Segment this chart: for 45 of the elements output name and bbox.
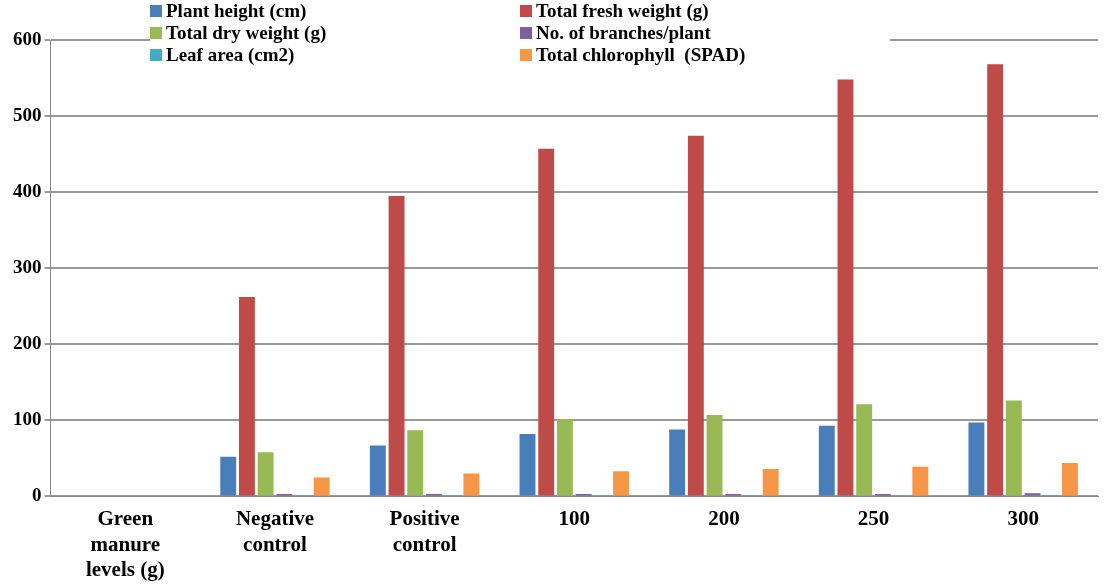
x-tick-label: 300 [1007, 506, 1039, 531]
y-tick-label: 600 [13, 27, 42, 49]
bar [519, 434, 536, 496]
legend-label: Leaf area (cm2) [166, 44, 295, 66]
bar [388, 195, 405, 496]
legend-label: Total dry weight (g) [166, 22, 327, 44]
bar [556, 419, 573, 496]
bar [912, 466, 929, 496]
bar [220, 456, 237, 496]
bar [313, 477, 330, 496]
bar [538, 148, 555, 496]
y-tick-label: 100 [13, 408, 42, 430]
y-tick-label: 0 [32, 484, 42, 506]
y-tick-label: 200 [13, 332, 42, 354]
legend-label: Total chlorophyll (SPAD) [536, 44, 746, 66]
x-tick-label: 200 [708, 506, 740, 531]
bar [1024, 493, 1041, 496]
bar [613, 471, 629, 496]
x-tick-label: Negative control [235, 506, 315, 556]
bar [369, 445, 386, 496]
bar [837, 79, 854, 496]
bar [238, 297, 255, 496]
bar [762, 469, 779, 496]
bar [463, 473, 480, 496]
legend-label: Plant height (cm) [166, 0, 307, 22]
bar [257, 452, 274, 496]
bar [1005, 400, 1022, 496]
bar [407, 430, 424, 496]
bar [987, 64, 1004, 496]
bar [687, 135, 704, 496]
x-tick-label: Positive control [389, 506, 460, 556]
y-tick-label: 500 [13, 103, 42, 125]
legend-label: Total fresh weight (g) [536, 0, 709, 22]
x-tick-label: 100 [558, 506, 590, 531]
legend-label: No. of branches/plant [536, 22, 711, 44]
bar [818, 425, 835, 496]
x-tick-label: Green manure levels (g) [85, 506, 165, 581]
x-tick-label: 250 [857, 506, 890, 531]
bar [968, 422, 985, 496]
y-tick-label: 300 [13, 256, 42, 278]
bar [669, 429, 686, 496]
bar [856, 404, 873, 496]
bar [706, 415, 723, 496]
bar [1061, 462, 1078, 496]
y-tick-label: 400 [13, 180, 42, 202]
